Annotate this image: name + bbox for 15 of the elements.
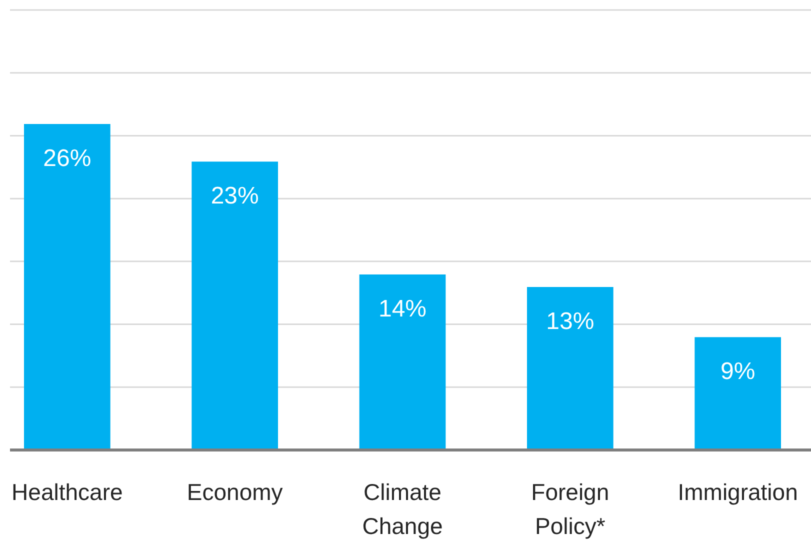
x-tick-label: Healthcare xyxy=(12,479,123,505)
bar xyxy=(694,337,781,450)
data-label: 14% xyxy=(378,295,427,322)
x-tick-label: Economy xyxy=(186,479,284,505)
data-label: 13% xyxy=(546,308,594,335)
bar xyxy=(24,124,110,450)
bar xyxy=(359,274,446,450)
data-label: 26% xyxy=(43,145,92,172)
data-label: 9% xyxy=(720,358,756,386)
x-tick-label: Climate Change xyxy=(362,479,443,539)
bar xyxy=(192,162,278,450)
data-label: 23% xyxy=(210,182,259,210)
x-tick-label: Immigration xyxy=(678,479,798,505)
bar xyxy=(526,287,614,450)
x-tick-label: Foreign Policy* xyxy=(531,479,610,539)
